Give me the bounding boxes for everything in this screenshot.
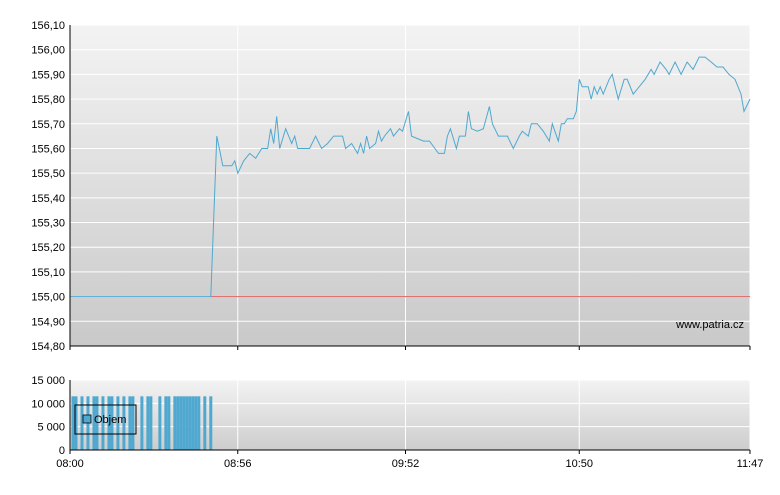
price-y-axis: 154,80 154,90 155,00 155,10 155,20 155,30 155,… [31,20,65,353]
price-y-tick-label: 155,50 [31,168,65,180]
volume-bar [140,396,144,450]
volume-bar [110,396,114,450]
price-y-tick-label: 155,60 [31,143,65,155]
volume-bar [164,396,168,450]
volume-bar [131,396,135,450]
price-y-tick-label: 154,80 [31,341,65,353]
volume-plot-area [70,380,750,450]
volume-bar [71,396,75,450]
volume-y-tick-label: 5 000 [37,422,65,434]
volume-bar [197,396,201,450]
volume-bar [149,396,153,450]
volume-y-tick-label: 15 000 [31,375,65,387]
volume-bars [71,396,213,450]
price-gridlines [70,24,751,347]
volume-y-tick-label: 10 000 [31,398,65,410]
price-y-tick-label: 155,40 [31,193,65,205]
price-y-tick-label: 156,10 [31,20,65,32]
price-y-tick-label: 155,10 [31,267,65,279]
x-tick-label: 08:56 [224,458,252,470]
volume-bar [80,396,84,450]
price-y-tick-label: 155,00 [31,292,65,304]
volume-bar [176,396,180,450]
volume-bar [107,396,111,450]
x-tick-label: 08:00 [56,458,84,470]
volume-bar [128,396,132,450]
price-line [70,56,751,298]
price-y-tick-label: 155,20 [31,242,65,254]
price-y-tick-label: 155,90 [31,69,65,81]
volume-bar [194,396,198,450]
volume-bar [158,396,162,450]
volume-y-tick-label: 0 [59,445,65,457]
volume-bar [116,396,120,450]
volume-bar [185,396,189,450]
volume-bar [203,396,207,450]
volume-bar [122,396,126,450]
price-x-tick-marks [69,346,751,350]
volume-bar [173,396,177,450]
volume-bar [209,396,213,450]
volume-y-axis: 0 5 000 10 000 15 000 [31,375,65,457]
watermark: www.patria.cz [675,319,744,331]
volume-bar [179,396,183,450]
price-plot-area [70,25,750,346]
volume-bar [74,396,78,450]
volume-bar [167,396,171,450]
volume-bar [146,396,150,450]
price-y-tick-label: 154,90 [31,316,65,328]
volume-bar [101,396,105,450]
price-y-tick-label: 155,70 [31,119,65,131]
volume-panel: 0 5 000 10 000 15 000 08:00 08:56 09:52 10:50 1… [31,375,763,470]
x-tick-label: 11:47 [737,458,764,470]
price-y-tick-label: 156,00 [31,45,65,57]
price-y-tick-label: 155,80 [31,94,65,106]
legend-swatch [82,414,92,424]
legend-box [74,404,137,435]
legend-label: Objem [94,414,126,426]
price-y-tick-label: 155,30 [31,218,65,230]
volume-bar [182,396,186,450]
volume-x-axis: 08:00 08:56 09:52 10:50 11:47 [56,450,763,470]
x-tick-label: 10:50 [565,458,593,470]
volume-bar [188,396,192,450]
volume-bar [191,396,195,450]
volume-legend: Objem [74,404,137,435]
volume-bar [95,396,99,450]
volume-bar [92,396,96,450]
price-panel: 154,80 154,90 155,00 155,10 155,20 155,30 155,… [31,20,751,353]
x-tick-label: 09:52 [392,458,420,470]
